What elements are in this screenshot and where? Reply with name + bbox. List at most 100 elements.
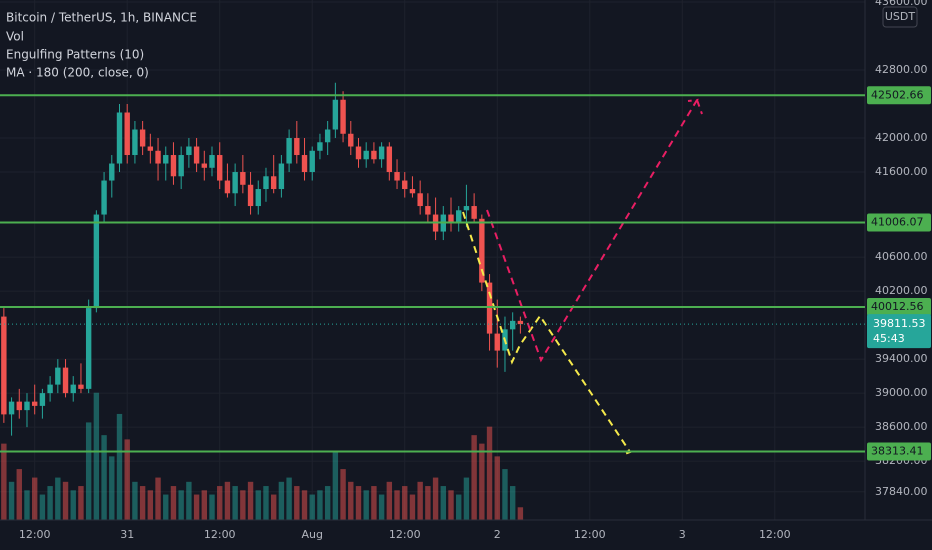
y-tick-label: 43600.00	[875, 0, 928, 8]
candle-body	[62, 367, 69, 394]
candle-body	[324, 129, 331, 143]
candle-body	[240, 172, 246, 185]
level-label-bg	[867, 213, 931, 232]
volume-bar	[116, 413, 123, 520]
level-label-bg	[867, 442, 931, 461]
y-tick-label: 38600.00	[875, 420, 928, 433]
last-price-bg	[867, 314, 931, 349]
level-label: 40012.56	[871, 300, 924, 313]
candle-body	[39, 393, 46, 406]
volume-bar	[402, 486, 408, 520]
x-tick-label: 12:00	[19, 528, 51, 541]
volume-bar	[193, 494, 200, 520]
candle-body	[201, 163, 207, 168]
candle-body	[47, 384, 53, 394]
legend-item: Engulfing Patterns (10)	[6, 48, 144, 62]
y-tick-label: 39400.00	[875, 352, 928, 365]
candle-body	[70, 384, 76, 394]
candle-body	[217, 155, 223, 181]
volume-bar	[463, 477, 470, 520]
volume-bar	[432, 477, 439, 520]
candle-body	[340, 99, 346, 134]
volume-bar	[456, 494, 462, 520]
legend-item: Vol	[6, 30, 24, 44]
x-tick-label: 12:00	[574, 528, 606, 541]
x-tick-label: 12:00	[389, 528, 421, 541]
candle-body	[31, 401, 38, 406]
volume-bar	[517, 507, 524, 520]
candle-body	[78, 384, 84, 389]
volume-bar	[494, 456, 500, 520]
volume-bar	[186, 481, 192, 520]
level-label: 38313.41	[871, 445, 924, 458]
level-label: 42502.66	[871, 88, 924, 101]
volume-bar	[224, 481, 231, 520]
candle-body	[278, 163, 285, 190]
candle-body	[425, 206, 431, 215]
volume-bar	[386, 481, 393, 520]
volume-bar	[163, 494, 169, 520]
candle-body	[378, 146, 385, 160]
volume-bar	[348, 481, 354, 520]
volume-bar	[509, 486, 516, 520]
candle-body	[24, 401, 30, 411]
volume-bar	[309, 494, 315, 520]
volume-bar	[240, 490, 246, 520]
candle-body	[479, 218, 485, 283]
candle-body	[85, 308, 92, 389]
candle-body	[139, 129, 146, 147]
candle-body	[109, 163, 115, 181]
level-label-bg	[867, 298, 931, 317]
volume-bar	[78, 486, 84, 520]
volume-bar	[109, 456, 115, 520]
volume-bar	[409, 494, 416, 520]
candle-body	[402, 180, 408, 190]
legend-item: MA · 180 (200, close, 0)	[6, 66, 149, 80]
volume-bar	[31, 477, 38, 520]
candle-body	[55, 367, 61, 385]
candle-body	[417, 193, 423, 207]
drawing-pink	[486, 98, 703, 363]
candle-body	[101, 180, 107, 215]
volume-bar	[201, 490, 207, 520]
candle-body	[170, 155, 177, 177]
y-tick-label: 42800.00	[875, 63, 928, 76]
candle-body	[8, 401, 15, 415]
x-tick-label: 12:00	[759, 528, 791, 541]
candle-body	[247, 184, 254, 207]
candle-body	[116, 112, 123, 164]
y-tick-label: 39000.00	[875, 386, 928, 399]
volume-bar	[340, 469, 346, 520]
volume-bar	[301, 490, 308, 520]
candle-body	[232, 172, 238, 194]
volume-bar	[425, 486, 431, 520]
candle-body	[1, 316, 7, 415]
volume-bar	[8, 481, 15, 520]
candle-body	[394, 172, 400, 181]
volume-bar	[394, 490, 400, 520]
volume-bar	[355, 486, 362, 520]
currency-badge[interactable]	[882, 6, 918, 28]
volume-bar	[62, 481, 69, 520]
candle-body	[16, 401, 22, 411]
candle-body	[448, 214, 454, 224]
candle-body	[270, 176, 277, 190]
volume-bar	[1, 443, 7, 520]
volume-bar	[132, 481, 138, 520]
volume-bar	[232, 486, 238, 520]
volume-bar	[479, 443, 485, 520]
volume-bar	[147, 490, 154, 520]
volume-bar	[263, 486, 269, 520]
candle-body	[286, 138, 292, 164]
volume-bar	[255, 490, 261, 520]
volume-bar	[317, 490, 323, 520]
volume-bar	[486, 426, 493, 520]
currency[interactable]: USDT	[885, 10, 916, 23]
candle-body	[93, 214, 100, 309]
volume-bar	[55, 477, 61, 520]
volume-bar	[139, 486, 146, 520]
candle-body	[332, 99, 339, 130]
candle-body	[301, 155, 308, 173]
countdown: 45:43	[873, 332, 905, 345]
